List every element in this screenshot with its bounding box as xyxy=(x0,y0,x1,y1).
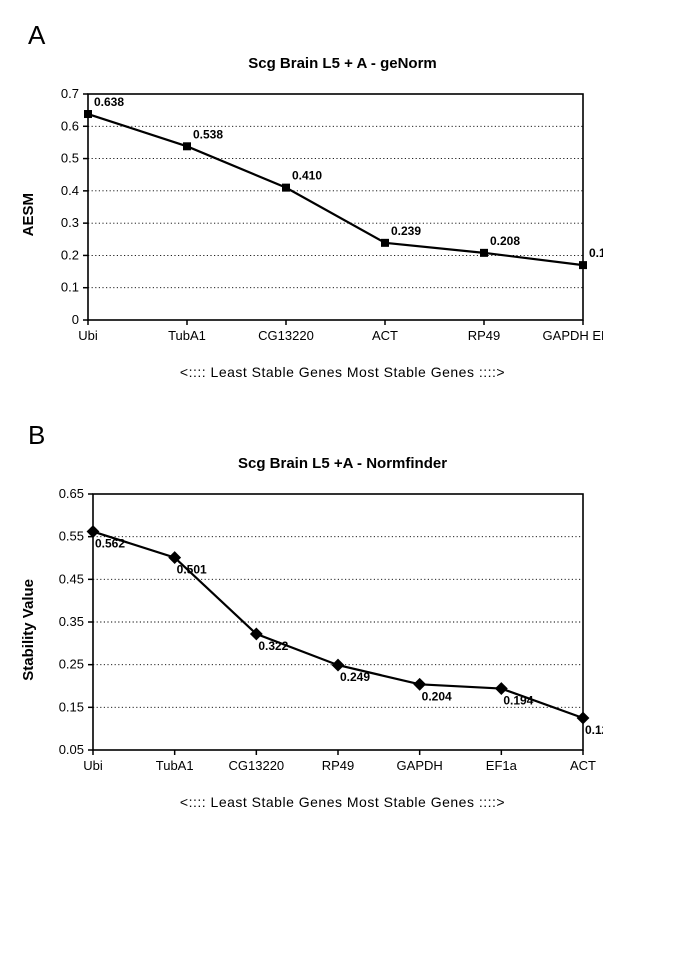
svg-text:0.3: 0.3 xyxy=(61,215,79,230)
svg-text:0.638: 0.638 xyxy=(94,95,124,109)
svg-text:CG13220: CG13220 xyxy=(229,758,285,773)
svg-text:0.55: 0.55 xyxy=(59,529,84,544)
svg-text:0.538: 0.538 xyxy=(193,127,223,141)
svg-text:ACT: ACT xyxy=(372,328,398,343)
svg-text:TubA1: TubA1 xyxy=(156,758,194,773)
svg-text:0.208: 0.208 xyxy=(490,234,520,248)
svg-text:0.05: 0.05 xyxy=(59,742,84,757)
svg-text:0.2: 0.2 xyxy=(61,247,79,262)
svg-text:0.5: 0.5 xyxy=(61,151,79,166)
svg-text:0.7: 0.7 xyxy=(61,86,79,101)
svg-text:0.501: 0.501 xyxy=(177,563,207,577)
svg-text:0.4: 0.4 xyxy=(61,183,79,198)
svg-text:RP49: RP49 xyxy=(322,758,355,773)
svg-text:0.15: 0.15 xyxy=(59,699,84,714)
svg-text:0.1: 0.1 xyxy=(61,280,79,295)
svg-text:0.194: 0.194 xyxy=(503,694,533,708)
x-caption-b: <:::: Least Stable Genes Most Stable Gen… xyxy=(20,794,665,810)
svg-text:Ubi: Ubi xyxy=(78,328,98,343)
panel-letter-a: A xyxy=(28,20,665,51)
panel-b: B Scg Brain L5 +A - Normfinder Stability… xyxy=(20,420,665,810)
x-caption-a: <:::: Least Stable Genes Most Stable Gen… xyxy=(20,364,665,380)
svg-text:ACT: ACT xyxy=(570,758,596,773)
ylabel-b: Stability Value xyxy=(20,579,37,681)
ylabel-a: AESM xyxy=(20,193,37,236)
svg-text:0.410: 0.410 xyxy=(292,169,322,183)
svg-text:0.170: 0.170 xyxy=(589,246,603,260)
plot-a: 0 0.1 0.2 0.3 0.4 0.5 0.6 0.7 Ubi TubA1 CG13220 ACT… xyxy=(43,80,603,350)
svg-text:0.204: 0.204 xyxy=(422,689,452,703)
svg-text:RP49: RP49 xyxy=(468,328,501,343)
svg-text:0.65: 0.65 xyxy=(59,486,84,501)
panel-a: A Scg Brain L5 + A - geNorm AESM 0 0.1 0.2… xyxy=(20,20,665,380)
svg-text:0.562: 0.562 xyxy=(95,537,125,551)
chart-wrap-b: Stability Value 0.05 0.15 0.25 0.35 0.45 0.55… xyxy=(20,480,665,780)
svg-text:0.322: 0.322 xyxy=(258,639,288,653)
chart-wrap-a: AESM 0 0.1 0.2 0.3 0.4 0.5 0.6 0.7 Ubi TubA1 CG132… xyxy=(20,80,665,350)
chart-title-a: Scg Brain L5 + A - geNorm xyxy=(20,55,665,72)
chart-svg-a: 0 0.1 0.2 0.3 0.4 0.5 0.6 0.7 Ubi TubA1 CG13220 ACT… xyxy=(43,80,603,350)
svg-text:Ubi: Ubi xyxy=(83,758,103,773)
svg-text:0: 0 xyxy=(72,312,79,327)
svg-text:CG13220: CG13220 xyxy=(258,328,314,343)
svg-text:0.25: 0.25 xyxy=(59,657,84,672)
svg-text:0.125: 0.125 xyxy=(585,723,603,737)
svg-text:TubA1: TubA1 xyxy=(168,328,206,343)
svg-text:0.45: 0.45 xyxy=(59,571,84,586)
panel-letter-b: B xyxy=(28,420,665,451)
svg-text:EF1a: EF1a xyxy=(486,758,518,773)
svg-text:GAPDH EF1a: GAPDH EF1a xyxy=(543,328,603,343)
chart-title-b: Scg Brain L5 +A - Normfinder xyxy=(20,455,665,472)
plot-b: 0.05 0.15 0.25 0.35 0.45 0.55 0.65 Ubi TubA1 CG13… xyxy=(43,480,603,780)
svg-text:0.249: 0.249 xyxy=(340,670,370,684)
figure: A Scg Brain L5 + A - geNorm AESM 0 0.1 0.2… xyxy=(20,20,665,810)
chart-svg-b: 0.05 0.15 0.25 0.35 0.45 0.55 0.65 Ubi TubA1 CG13… xyxy=(43,480,603,780)
svg-text:0.6: 0.6 xyxy=(61,118,79,133)
svg-text:0.239: 0.239 xyxy=(391,224,421,238)
svg-text:GAPDH: GAPDH xyxy=(397,758,443,773)
svg-text:0.35: 0.35 xyxy=(59,614,84,629)
